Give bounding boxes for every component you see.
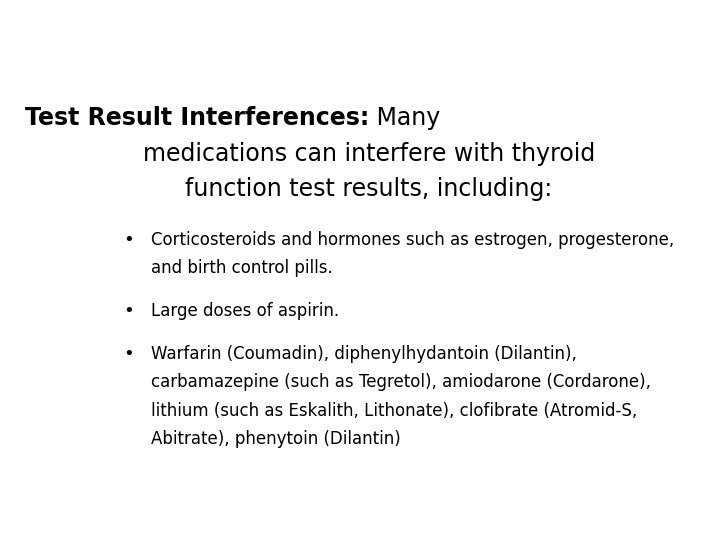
Text: carbamazepine (such as Tegretol), amiodarone (Cordarone),: carbamazepine (such as Tegretol), amioda… (151, 373, 652, 392)
Text: Warfarin (Coumadin), diphenylhydantoin (Dilantin),: Warfarin (Coumadin), diphenylhydantoin (… (151, 345, 577, 363)
Text: lithium (such as Eskalith, Lithonate), clofibrate (Atromid-S,: lithium (such as Eskalith, Lithonate), c… (151, 402, 638, 420)
Text: Abitrate), phenytoin (Dilantin): Abitrate), phenytoin (Dilantin) (151, 430, 401, 448)
Text: •: • (124, 302, 135, 320)
Text: medications can interfere with thyroid: medications can interfere with thyroid (143, 141, 595, 166)
Text: Corticosteroids and hormones such as estrogen, progesterone,: Corticosteroids and hormones such as est… (151, 231, 675, 249)
Text: function test results, including:: function test results, including: (185, 177, 553, 201)
Text: Large doses of aspirin.: Large doses of aspirin. (151, 302, 340, 320)
Text: and birth control pills.: and birth control pills. (151, 259, 333, 278)
Text: Many: Many (369, 106, 440, 130)
Text: •: • (124, 231, 135, 249)
Text: •: • (124, 345, 135, 363)
Text: Test Result Interferences:: Test Result Interferences: (24, 106, 369, 130)
